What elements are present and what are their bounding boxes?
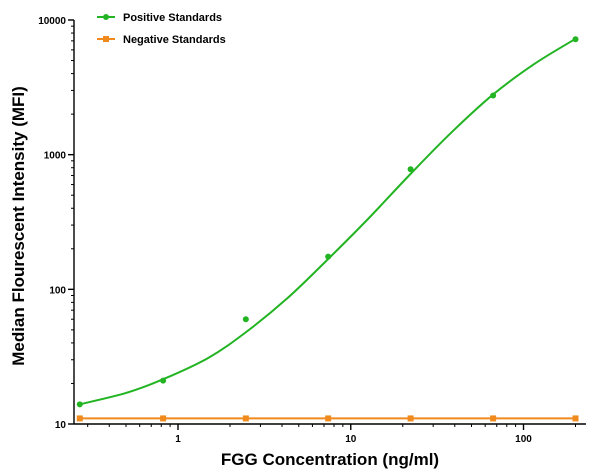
y-tick-label: 10 [55,420,67,431]
x-tick-label: 100 [515,434,532,445]
series-negative-standards [76,415,579,422]
data-point [242,415,249,422]
x-axis-title: FGG Concentration (ng/ml) [221,450,439,469]
data-point [160,377,167,384]
legend-marker [103,14,109,20]
data-point [490,92,497,99]
data-point [572,36,579,43]
data-point [325,415,332,422]
y-axis-ticks: 10 100 1000 10000 [38,16,74,431]
data-point [76,415,83,422]
y-tick-label: 10000 [38,16,66,27]
data-point [407,415,414,422]
x-tick-label: 1 [175,434,181,445]
plot-area: 1 10 100 10 100 1000 10000 [38,16,586,445]
data-point [325,253,332,260]
series-positive-standards [76,36,579,408]
data-point [490,415,497,422]
y-tick-label: 1000 [44,151,67,162]
data-point [407,166,414,173]
legend: Positive Standards Negative Standards [97,12,226,46]
x-tick-label: 10 [345,434,357,445]
x-axis-ticks: 1 10 100 [87,424,577,445]
fit-curve [79,37,577,406]
legend-label: Negative Standards [123,34,226,46]
legend-item: Negative Standards [97,34,226,46]
legend-label: Positive Standards [123,12,222,24]
legend-item: Positive Standards [97,12,222,24]
data-point [242,316,249,323]
legend-marker [103,36,109,42]
series-layer [76,36,579,422]
data-point [160,415,167,422]
y-axis-title: Median Flourescent Intensity (MFI) [9,86,28,366]
y-tick-label: 100 [49,285,66,296]
data-point [572,415,579,422]
data-point [76,401,83,408]
